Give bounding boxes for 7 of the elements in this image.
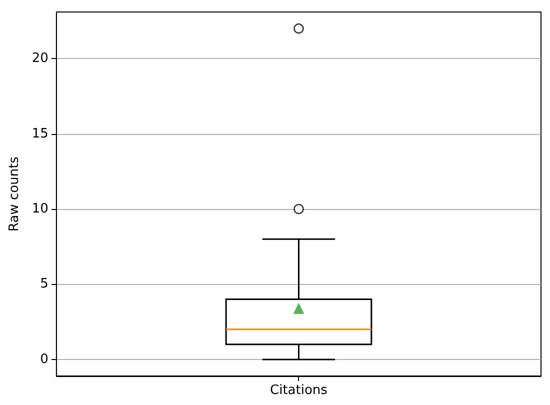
- y-tick-label: 10: [32, 202, 48, 217]
- y-axis-title: Raw counts: [7, 156, 22, 232]
- y-tick-label: 15: [32, 126, 48, 142]
- y-tick-label: 5: [40, 276, 48, 292]
- x-tick-label: Citations: [270, 383, 328, 398]
- y-tick-label: 0: [40, 352, 48, 367]
- y-tick-label: 20: [32, 51, 48, 66]
